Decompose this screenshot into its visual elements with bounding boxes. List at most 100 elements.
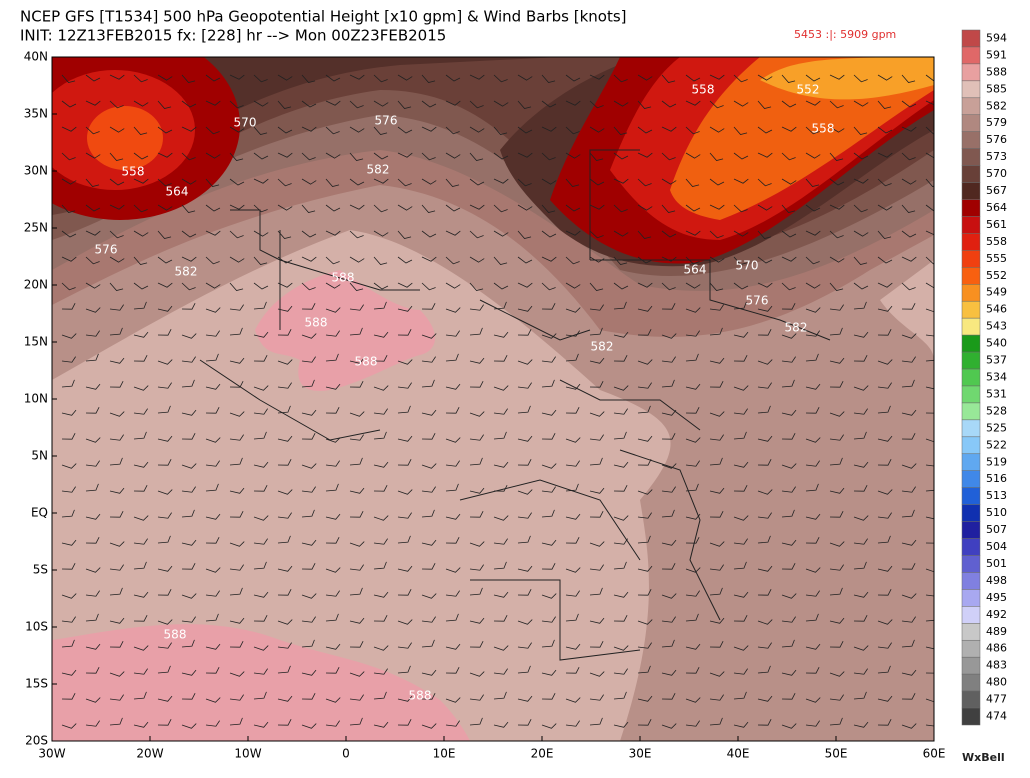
wind-barb — [589, 327, 603, 336]
wind-barb — [637, 695, 653, 702]
wind-barb — [613, 355, 628, 362]
wind-barb — [877, 230, 892, 239]
wind-barb — [397, 359, 413, 365]
wind-barb — [421, 152, 436, 161]
wind-barb — [397, 329, 412, 336]
wind-barb — [181, 333, 197, 339]
wind-barb — [181, 539, 197, 546]
wind-barb — [397, 535, 411, 544]
wind-barb — [565, 307, 581, 313]
colorbar-label: 567 — [986, 184, 1007, 197]
wind-barb — [61, 356, 76, 363]
colorbar-label: 504 — [986, 540, 1007, 553]
wind-barb — [637, 74, 653, 81]
wind-barb — [565, 613, 579, 622]
wind-barb — [589, 381, 604, 388]
wind-barb — [781, 356, 796, 363]
wind-barb — [805, 353, 819, 362]
lat-label: 10S — [25, 620, 48, 634]
wind-barb — [661, 539, 677, 546]
wind-barb — [325, 643, 341, 650]
wind-barb — [709, 126, 725, 133]
wind-barb — [181, 463, 197, 469]
wind-barb — [493, 152, 509, 160]
wind-barb — [805, 256, 820, 265]
wind-barb — [685, 152, 701, 159]
wind-barb — [421, 356, 436, 363]
lon-label: 30E — [629, 747, 652, 761]
wind-barb — [109, 256, 125, 263]
wind-barb — [493, 74, 508, 83]
wind-barb — [229, 126, 245, 133]
wind-barb — [85, 152, 101, 159]
wind-barb — [61, 152, 76, 161]
wind-barb — [661, 204, 676, 213]
wind-barb — [157, 489, 173, 495]
wind-barb — [661, 593, 677, 599]
wind-barb — [853, 668, 868, 675]
wind-barb — [229, 152, 244, 161]
wind-barb — [925, 513, 934, 520]
wind-barb — [685, 697, 701, 703]
wind-barb — [685, 590, 700, 597]
wind-barb — [565, 330, 580, 337]
wind-barb — [253, 355, 268, 362]
wind-barb — [733, 178, 749, 184]
wind-barb — [685, 230, 701, 236]
wind-barb — [373, 561, 387, 570]
wind-barb — [277, 100, 292, 109]
wind-barb — [757, 719, 772, 726]
wind-barb — [901, 463, 917, 469]
wind-barb — [133, 301, 147, 310]
wind-barb — [805, 720, 820, 727]
wind-barb — [277, 719, 292, 726]
wind-barb — [733, 204, 748, 213]
wind-barb — [325, 407, 340, 414]
wind-barb — [685, 126, 700, 135]
wind-barb — [277, 665, 291, 674]
wind-barb — [181, 669, 197, 676]
wind-barb — [109, 617, 125, 624]
wind-barb — [637, 589, 652, 596]
wind-barb — [541, 463, 557, 469]
wind-barb — [493, 282, 509, 290]
wind-barb — [373, 485, 388, 492]
wind-barb — [661, 379, 675, 388]
wind-barb — [517, 405, 531, 414]
wind-barb — [421, 409, 437, 416]
wind-barb — [853, 431, 867, 440]
wind-barb — [469, 357, 485, 364]
wind-barb — [781, 563, 796, 570]
wind-barb — [757, 619, 773, 625]
wind-barb — [541, 333, 557, 339]
wind-barb — [661, 463, 677, 469]
wind-barb — [325, 383, 341, 390]
colorbar-label: 513 — [986, 489, 1007, 502]
wind-barb — [61, 486, 76, 493]
borders — [199, 149, 831, 661]
colorbar-label: 558 — [986, 235, 1007, 248]
wind-barb — [469, 327, 483, 336]
wind-barb — [877, 565, 893, 572]
colorbar-swatch — [961, 504, 981, 522]
wind-barb — [733, 721, 749, 728]
wind-barb — [325, 178, 340, 187]
wind-barb — [637, 405, 651, 414]
wind-barb — [685, 383, 701, 390]
wind-barb — [445, 667, 460, 674]
wind-barb — [109, 100, 124, 109]
wind-barb — [445, 590, 460, 597]
wind-barb — [781, 100, 797, 108]
wind-barb — [853, 331, 869, 338]
wind-barb — [421, 178, 437, 185]
wind-barb — [829, 178, 845, 186]
wind-barb — [709, 256, 725, 263]
wind-barb — [829, 74, 845, 80]
wind-barb — [445, 307, 461, 313]
wind-barb — [493, 615, 508, 622]
wind-barb — [853, 152, 869, 160]
range-text: 5453 :|: 5909 gpm — [794, 28, 896, 41]
wind-barb — [469, 511, 484, 518]
wind-barb — [301, 282, 316, 291]
wind-barb — [661, 303, 676, 310]
